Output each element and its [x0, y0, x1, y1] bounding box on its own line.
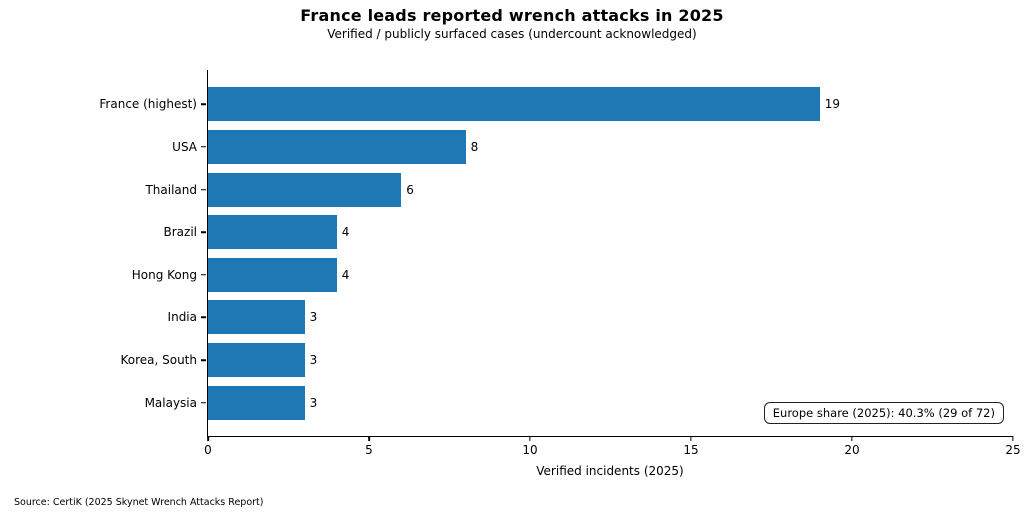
x-tick-label: 15 — [683, 443, 699, 457]
value-label: 3 — [309, 353, 318, 368]
category-label: Hong Kong — [131, 267, 197, 282]
x-tick: 0 — [204, 436, 212, 457]
value-label: 8 — [470, 139, 479, 154]
x-tick-label: 5 — [365, 443, 373, 457]
bar-row: India 3 — [168, 296, 1013, 339]
bar: 4 — [208, 215, 349, 250]
category-label: Malaysia — [144, 395, 197, 410]
bar-rows: France (highest) 19 USA 8 Thailand 6 Brazil 4 Ho… — [99, 70, 1013, 436]
x-tick-label: 20 — [844, 443, 860, 457]
bar-row: Thailand 6 — [145, 168, 1013, 211]
y-tick-mark — [201, 146, 206, 148]
value-label: 3 — [309, 310, 318, 325]
bar-row: Korea, South 3 — [120, 339, 1013, 382]
category-label: Brazil — [163, 225, 198, 240]
x-tick-mark — [851, 436, 853, 441]
chart-title: France leads reported wrench attacks in … — [300, 6, 724, 25]
y-tick-mark — [201, 103, 206, 106]
bar: 3 — [208, 300, 317, 335]
x-tick-mark — [207, 436, 209, 441]
bar-row: Malaysia 3 — [145, 381, 1013, 424]
category-label: Korea, South — [120, 353, 197, 368]
source-note: Source: CertiK (2025 Skynet Wrench Attac… — [14, 497, 264, 508]
value-label: 4 — [341, 267, 350, 282]
value-label: 19 — [824, 97, 841, 112]
x-tick-mark — [1012, 436, 1014, 441]
bar: 8 — [208, 129, 478, 164]
value-label: 6 — [406, 182, 414, 197]
x-tick-label: 25 — [1005, 443, 1021, 457]
category-label: USA — [172, 139, 197, 154]
bar: 6 — [208, 172, 414, 207]
y-tick-mark — [201, 231, 206, 233]
value-label: 3 — [309, 395, 318, 410]
x-tick: 5 — [365, 436, 373, 457]
bar: 3 — [208, 343, 317, 378]
x-tick: 20 — [844, 436, 860, 457]
x-axis-label: Verified incidents (2025) — [536, 464, 684, 478]
y-tick-mark — [201, 316, 206, 319]
x-tick-mark — [529, 436, 531, 441]
value-label: 4 — [341, 225, 350, 240]
bar-row: Hong Kong 4 — [132, 254, 1013, 297]
y-tick-mark — [201, 359, 206, 361]
bar-row: Brazil 4 — [164, 211, 1013, 254]
bar: 19 — [208, 87, 840, 122]
category-label: India — [167, 310, 197, 325]
bar: 4 — [208, 257, 349, 292]
y-tick-mark — [201, 401, 206, 404]
bar-row: France (highest) 19 — [99, 83, 1013, 126]
x-tick: 10 — [522, 436, 538, 457]
category-label: Thailand — [145, 182, 197, 197]
category-label: France (highest) — [99, 97, 197, 112]
europe-share-annotation: Europe share (2025): 40.3% (29 of 72) — [763, 402, 1004, 424]
bar-row: USA 8 — [172, 126, 1013, 169]
x-tick-label: 10 — [522, 443, 538, 457]
x-tick: 15 — [683, 436, 699, 457]
x-tick: 25 — [1005, 436, 1021, 457]
chart-subtitle: Verified / publicly surfaced cases (unde… — [327, 27, 697, 41]
plot-area: France (highest) 19 USA 8 Thailand 6 Brazil 4 Ho… — [99, 70, 1021, 457]
bar: 3 — [208, 385, 317, 420]
y-tick-mark — [201, 188, 206, 191]
x-tick-label: 0 — [204, 443, 212, 457]
x-tick-mark — [690, 436, 692, 441]
y-tick-mark — [201, 274, 206, 276]
x-tick-mark — [368, 436, 370, 441]
